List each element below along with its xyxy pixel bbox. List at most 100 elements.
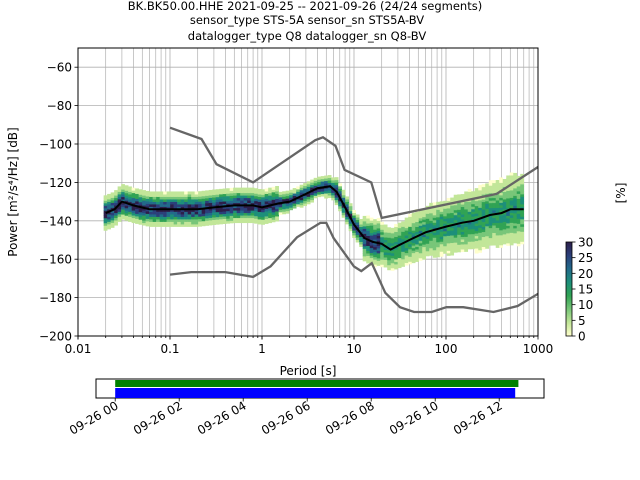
heatmap-cell: [502, 201, 507, 205]
heatmap-cell: [152, 203, 157, 207]
heatmap-cell: [233, 205, 237, 209]
heatmap-cell: [373, 249, 378, 253]
heatmap-cell: [422, 236, 427, 240]
heatmap-cell: [380, 261, 385, 265]
heatmap-cell: [240, 200, 244, 204]
heatmap-cell: [229, 212, 234, 216]
heatmap-cell: [415, 246, 420, 250]
heatmap-cell: [446, 252, 451, 256]
heatmap-cell: [373, 264, 378, 268]
heatmap-cell: [516, 185, 521, 189]
heatmap-cell: [464, 223, 469, 227]
heatmap-cell: [488, 200, 493, 204]
heatmap-cell: [436, 241, 441, 245]
heatmap-cell: [187, 201, 192, 205]
heatmap-cell: [299, 192, 304, 196]
heatmap-cell: [520, 173, 525, 177]
heatmap-cell: [488, 185, 493, 189]
heatmap-cell: [474, 248, 479, 252]
heatmap-cell: [499, 234, 504, 238]
heatmap-cell: [338, 205, 343, 209]
heatmap-cell: [387, 259, 392, 263]
heatmap-cell: [481, 241, 486, 245]
heatmap-cell: [373, 251, 378, 255]
heatmap-cell: [208, 222, 213, 226]
heatmap-cell: [215, 219, 220, 223]
heatmap-cell: [198, 203, 202, 207]
heatmap-cell: [478, 204, 483, 208]
heatmap-cell: [492, 232, 497, 236]
heatmap-cell: [124, 205, 129, 209]
heatmap-cell: [499, 204, 504, 208]
heatmap-cell: [208, 194, 213, 198]
heatmap-cell: [380, 229, 385, 233]
heatmap-cell: [166, 201, 171, 205]
heatmap-cell: [149, 203, 153, 207]
heatmap-cell: [205, 195, 209, 199]
heatmap-cell: [499, 239, 504, 243]
heatmap-cell: [222, 218, 227, 222]
heatmap-cell: [138, 216, 143, 220]
heatmap-cell: [411, 212, 416, 216]
heatmap-cell: [366, 257, 371, 261]
heatmap-cell: [121, 204, 125, 208]
heatmap-cell: [502, 238, 507, 242]
heatmap-cell: [124, 187, 129, 191]
heatmap-cell: [439, 231, 444, 235]
heatmap-cell: [222, 208, 227, 212]
heatmap-cell: [264, 208, 269, 212]
heatmap-cell: [380, 251, 385, 255]
heatmap-cell: [149, 221, 153, 225]
heatmap-cell: [254, 210, 258, 214]
heatmap-cell: [425, 215, 430, 219]
heatmap-cell: [411, 245, 416, 249]
heatmap-cell: [390, 227, 395, 231]
heatmap-cell: [502, 191, 507, 195]
heatmap-cell: [387, 232, 392, 236]
heatmap-cell: [509, 179, 514, 183]
heatmap-cell: [114, 220, 118, 224]
heatmap-cell: [401, 248, 406, 252]
heatmap-cell: [317, 184, 321, 188]
heatmap-cell: [219, 191, 223, 195]
heatmap-cell: [362, 245, 367, 249]
heatmap-cell: [404, 250, 409, 254]
heatmap-cell: [254, 198, 258, 202]
heatmap-cell: [394, 248, 399, 252]
heatmap-cell: [446, 210, 451, 214]
heatmap-cell: [173, 203, 178, 207]
y-tick-label: −140: [39, 214, 72, 228]
heatmap-cell: [457, 229, 462, 233]
heatmap-cell: [422, 239, 427, 243]
heatmap-cell: [383, 254, 388, 258]
heatmap-cell: [303, 188, 307, 192]
heatmap-cell: [275, 198, 279, 202]
heatmap-cell: [362, 250, 367, 254]
heatmap-cell: [352, 219, 357, 223]
heatmap-cell: [499, 209, 504, 213]
heatmap-cell: [471, 226, 476, 230]
heatmap-cell: [236, 220, 241, 224]
heatmap-cell: [261, 216, 265, 220]
heatmap-cell: [439, 213, 444, 217]
heatmap-cell: [418, 215, 423, 219]
colorbar-tick-label: 25: [578, 251, 593, 265]
heatmap-cell: [212, 189, 216, 193]
heatmap-cell: [222, 203, 227, 207]
heatmap-cell: [401, 238, 406, 242]
heatmap-cell: [485, 210, 490, 214]
heatmap-cell: [128, 216, 132, 220]
heatmap-cell: [387, 234, 392, 238]
heatmap-cell: [268, 205, 272, 209]
heatmap-cell: [156, 198, 160, 202]
heatmap-cell: [320, 178, 325, 182]
heatmap-cell: [222, 188, 227, 192]
heatmap-cell: [324, 183, 329, 187]
heatmap-cell: [453, 227, 458, 231]
heatmap-cell: [233, 212, 237, 216]
heatmap-cell: [362, 218, 367, 222]
heatmap-cell: [471, 246, 476, 250]
heatmap-cell: [404, 225, 409, 229]
